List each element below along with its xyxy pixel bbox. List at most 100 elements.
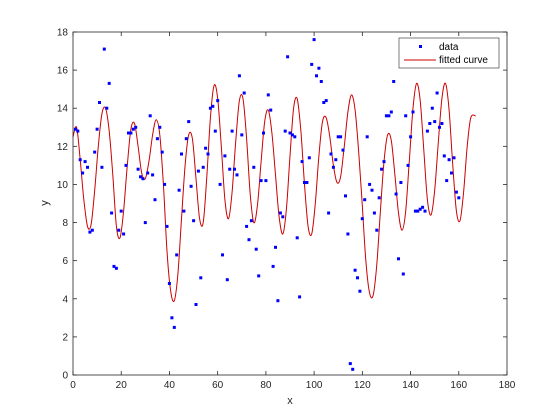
x-tick-label: 80 [260, 380, 272, 391]
data-point [102, 47, 106, 51]
data-point [146, 171, 150, 175]
data-point [81, 171, 85, 175]
legend-label-data: data [439, 42, 459, 53]
plot-frame [72, 31, 508, 376]
y-tick-label: 4 [62, 294, 68, 305]
data-point [213, 129, 217, 133]
data-point [107, 81, 111, 85]
data-point [76, 129, 80, 133]
x-tick-label: 140 [402, 380, 419, 391]
data-point [73, 127, 77, 131]
data-point [421, 205, 425, 209]
y-tick-label: 2 [62, 332, 68, 343]
plot-area [73, 32, 507, 375]
data-point [315, 74, 318, 78]
data-point [110, 211, 114, 215]
data-point [450, 171, 453, 175]
data-point [114, 266, 118, 270]
data-point [208, 106, 212, 110]
legend-marker-data [419, 45, 422, 48]
data-point [372, 211, 376, 215]
data-point [324, 99, 328, 103]
data-point [204, 146, 208, 150]
data-point [329, 152, 333, 156]
data-point [341, 148, 345, 152]
data-point [312, 38, 316, 42]
data-point [88, 230, 92, 234]
data-point [221, 253, 224, 257]
y-tick-label: 0 [62, 371, 68, 382]
data-point [254, 247, 258, 251]
data-point [334, 158, 338, 162]
data-point [387, 114, 391, 118]
data-point [225, 278, 229, 282]
data-point [290, 133, 294, 137]
data-point [336, 135, 340, 139]
data-point [346, 232, 350, 236]
data-point [368, 182, 372, 186]
data-point [322, 101, 326, 104]
data-point [389, 110, 393, 114]
data-point [129, 131, 133, 135]
y-tick-label: 14 [57, 104, 69, 115]
data-point [365, 135, 369, 139]
data-point [283, 129, 287, 133]
data-point [223, 154, 227, 158]
data-point [428, 122, 432, 125]
data-point [143, 221, 147, 225]
data-point [278, 211, 282, 215]
data-point [276, 299, 280, 303]
x-tick-label: 120 [354, 380, 371, 391]
x-tick-label: 0 [70, 380, 76, 391]
data-point [141, 177, 145, 181]
data-point [148, 114, 152, 118]
x-tick-label: 40 [164, 380, 176, 391]
axes-layer: 0 20 40 60 80 100 120 140 160 180 0 2 4 6 8 10 12 14 16 18 [57, 28, 516, 392]
data-point [119, 209, 123, 213]
y-tick-label: 16 [57, 66, 69, 77]
data-point [454, 190, 458, 194]
data-point [274, 245, 277, 249]
legend-box [398, 37, 500, 69]
data-point [180, 152, 183, 156]
data-point [201, 165, 205, 169]
data-point [194, 303, 198, 306]
data-point [184, 137, 188, 141]
data-point [139, 175, 142, 179]
data-point [153, 198, 157, 202]
data-point [172, 325, 176, 329]
data-point [247, 238, 251, 242]
data-point [331, 165, 335, 169]
fitted-curve-line [72, 82, 476, 303]
data-point [286, 55, 290, 59]
data-point [269, 108, 273, 112]
x-axis-label: x [287, 395, 293, 407]
data-point [358, 289, 362, 293]
data-point [363, 198, 367, 202]
data-point [435, 91, 439, 95]
data-point [155, 137, 159, 141]
data-point [163, 182, 167, 186]
data-point [430, 106, 434, 110]
data-point [264, 179, 268, 183]
data-point [353, 268, 357, 272]
data-point [211, 104, 215, 108]
x-tick-label: 180 [499, 380, 516, 391]
x-tick-label: 60 [212, 380, 224, 391]
data-point [235, 173, 239, 177]
data-point [252, 165, 256, 169]
data-point [86, 165, 89, 169]
data-point [216, 99, 220, 103]
data-point [136, 167, 140, 171]
data-point [409, 135, 413, 139]
data-point [199, 276, 203, 280]
data-point [295, 236, 299, 240]
data-point [447, 158, 451, 162]
data-point [418, 207, 422, 211]
legend-label-curve: fitted curve [439, 55, 488, 66]
data-point [288, 131, 292, 135]
data-point [167, 282, 171, 285]
data-point [83, 160, 87, 164]
data-point [440, 122, 444, 125]
y-tick-label: 8 [62, 218, 68, 229]
